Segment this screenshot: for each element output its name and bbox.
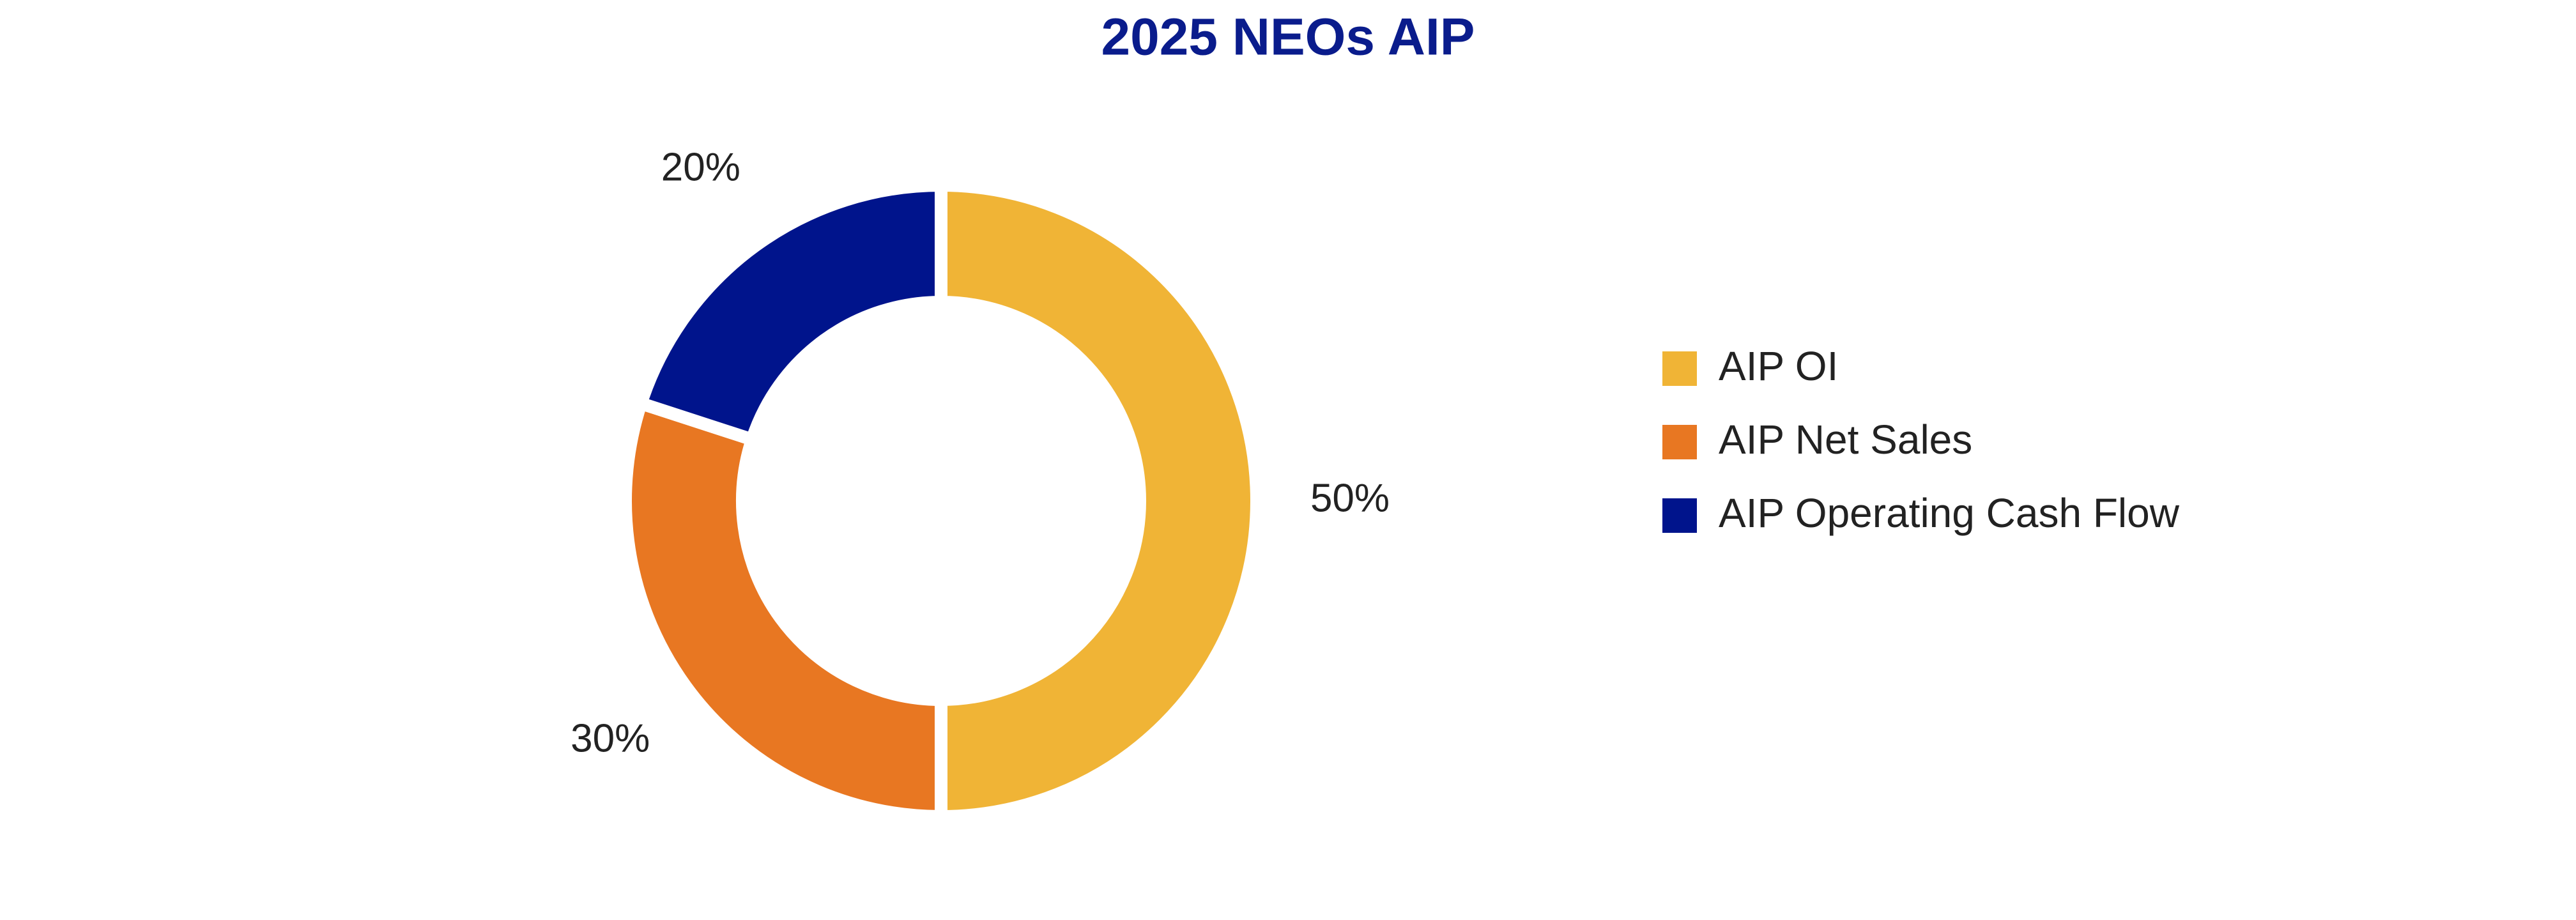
legend-label: AIP Net Sales	[1719, 417, 1972, 463]
chart-title: 2025 NEOs AIP	[1101, 8, 1475, 66]
legend-label: AIP OI	[1719, 343, 1838, 389]
donut-segment	[935, 178, 1263, 824]
data-label: 20%	[661, 146, 740, 190]
donut-segment	[632, 178, 947, 448]
data-label: 50%	[1310, 476, 1390, 520]
donut-segment	[619, 395, 947, 824]
legend-swatch	[1662, 498, 1697, 533]
legend-label: AIP Operating Cash Flow	[1719, 490, 2180, 536]
legend-swatch	[1662, 351, 1697, 386]
data-label: 30%	[571, 717, 650, 761]
legend-swatch	[1662, 425, 1697, 459]
